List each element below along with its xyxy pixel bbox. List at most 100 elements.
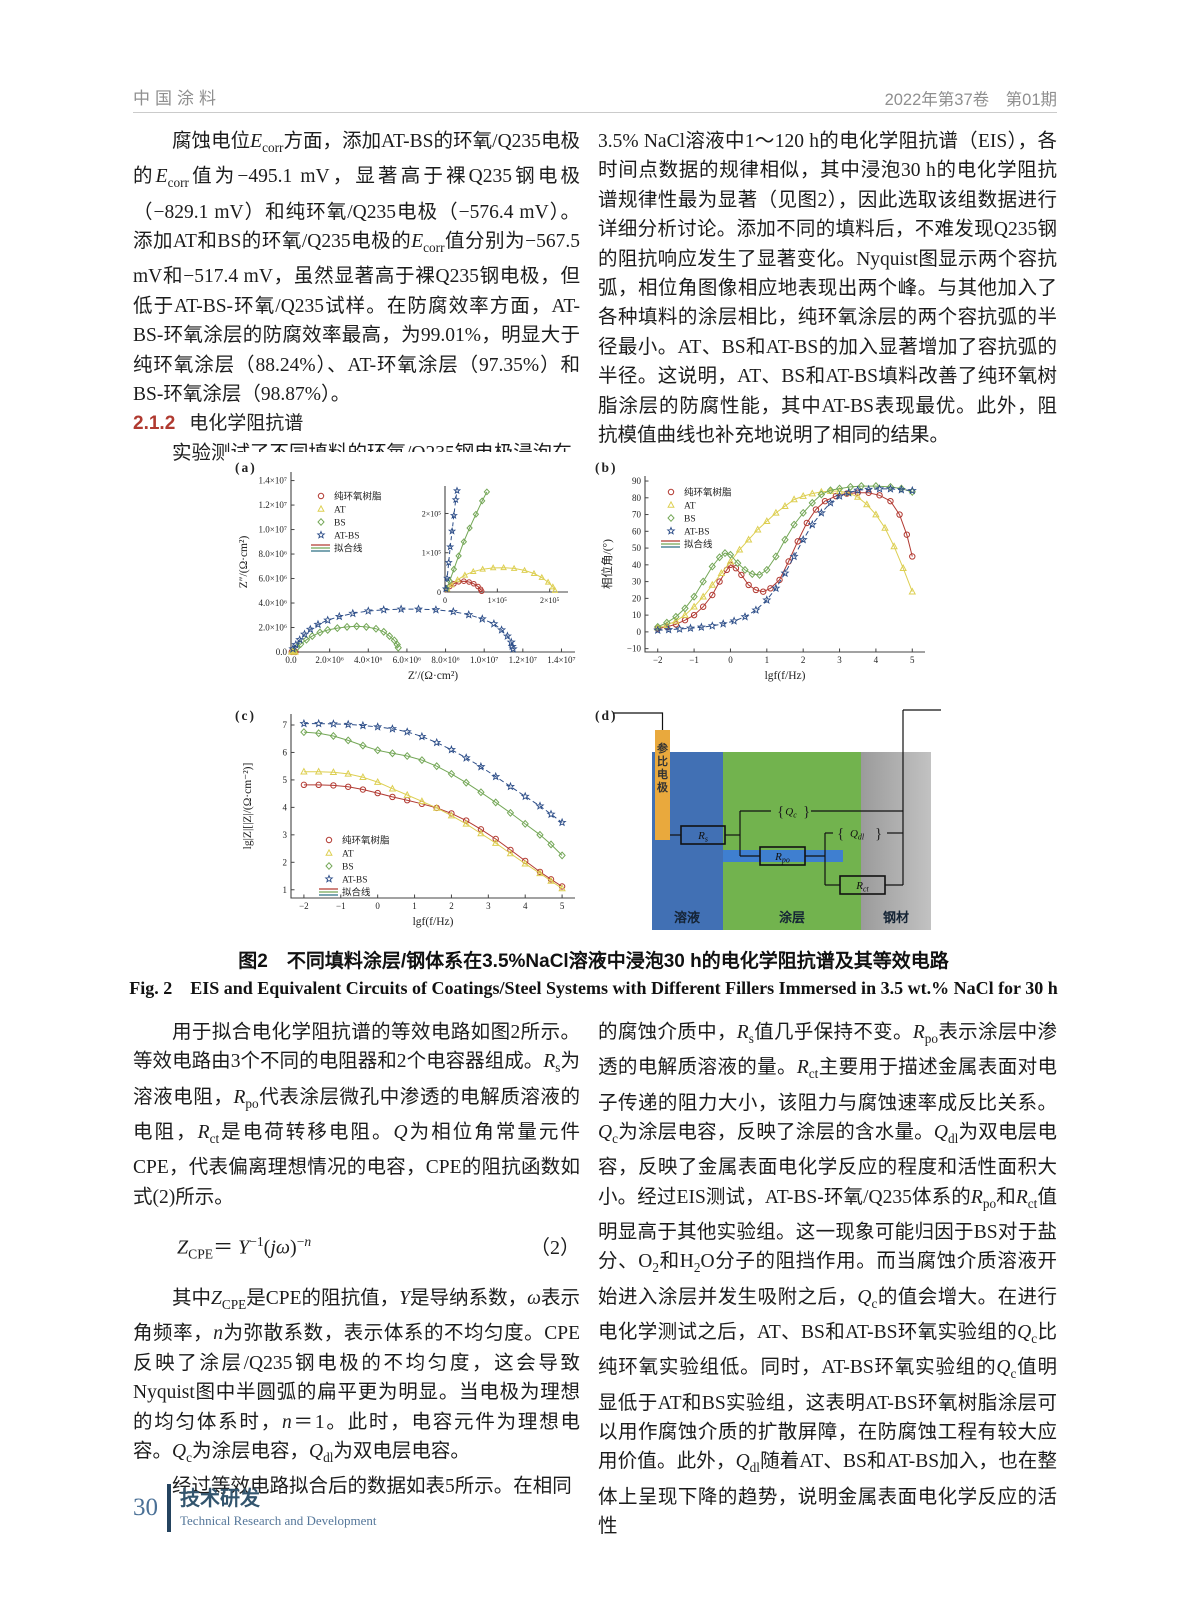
svg-text:0.0: 0.0 [285,655,297,665]
svg-text:6: 6 [283,747,288,757]
svg-text:{: { [837,826,844,842]
svg-text:4.0×10⁶: 4.0×10⁶ [354,655,382,665]
svg-text:2×10⁵: 2×10⁵ [422,509,442,518]
paragraph: 3.5% NaCl溶液中1～120 h的电化学阻抗谱（EIS），各时间点数据的规… [598,131,1057,447]
svg-text:6.0×10⁶: 6.0×10⁶ [393,655,421,665]
svg-text:8.0×10⁶: 8.0×10⁶ [431,655,459,665]
paragraph: 的腐蚀介质中，Rs值几乎保持不变。Rpo表示涂层中渗透的电解质溶液的量。Rct主… [598,1022,1057,1538]
svg-text:2: 2 [283,857,288,867]
svg-text:8.0×10⁶: 8.0×10⁶ [259,549,287,559]
section-number: 2.1.2 [133,413,176,435]
svg-text:溶液: 溶液 [674,910,700,925]
section-title: 电化学阻抗谱 [189,413,304,435]
right-column-bottom: 的腐蚀介质中，Rs值几乎保持不变。Rpo表示涂层中渗透的电解质溶液的量。Rct主… [598,1018,1057,1542]
svg-text:AT-BS: AT-BS [684,528,710,538]
svg-text:2×10⁵: 2×10⁵ [540,596,560,605]
svg-text:4: 4 [523,901,528,911]
figure-caption-en: Fig. 2 EIS and Equivalent Circuits of Co… [129,978,1058,998]
svg-text:lgf(f/Hz): lgf(f/Hz) [765,670,806,682]
svg-text:钢材: 钢材 [883,910,909,925]
section-heading: 2.1.2 电化学阻抗谱 [133,409,580,438]
svg-text:Rs: Rs [697,830,708,844]
equation-2: ZCPE＝ Y−1(jω)−n （2） [177,1227,580,1269]
svg-text:4: 4 [283,802,288,812]
svg-text:拟合线: 拟合线 [342,887,371,899]
chart-phase-panel-b: (b)−2 −1 0 1 2 3 4 5−100102030405060708090lgf(f… [585,452,945,700]
svg-text:0: 0 [437,588,441,597]
svg-text:3: 3 [837,655,842,665]
page-footer: 30 技术研发 Technical Research and Developme… [133,1484,377,1532]
left-column-bottom: 用于拟合电化学阻抗谱的等效电路如图2所示。等效电路由3个不同的电阻器和2个电容器… [133,1018,580,1502]
svg-text:纯环氧树脂: 纯环氧树脂 [342,835,390,847]
svg-text:−2: −2 [653,655,663,665]
svg-text:(c): (c) [235,708,256,723]
paragraph: 用于拟合电化学阻抗谱的等效电路如图2所示。等效电路由3个不同的电阻器和2个电容器… [133,1022,580,1208]
svg-text:}: } [875,826,882,842]
svg-text:Z″/(Ω·cm²): Z″/(Ω·cm²) [238,536,250,589]
svg-text:1×10⁵: 1×10⁵ [488,596,508,605]
svg-text:AT: AT [342,850,354,860]
svg-text:AT: AT [334,506,346,516]
svg-text:1.4×10⁷: 1.4×10⁷ [259,476,287,486]
svg-text:10: 10 [632,610,642,620]
svg-text:7: 7 [283,720,288,730]
svg-text:4.0×10⁶: 4.0×10⁶ [259,598,287,608]
svg-text:60: 60 [632,526,642,536]
svg-text:}: } [803,804,810,820]
svg-text:参比电极: 参比电极 [657,741,669,794]
paragraph: 经过等效电路拟合后的数据如表5所示。在相同 [172,1476,572,1498]
svg-text:Z′/(Ω·cm²): Z′/(Ω·cm²) [408,670,458,682]
footer-section-en: Technical Research and Development [180,1512,377,1528]
svg-text:1.0×10⁷: 1.0×10⁷ [259,525,287,535]
chart-nyquist-panel-a: (a) 0.0 2.0×10⁶ 4.0×10⁶ 6.0×10⁶ 8.0×10⁶ 1.0×10… [225,452,585,700]
svg-text:AT: AT [684,502,696,512]
svg-text:5: 5 [283,775,288,785]
svg-text:0: 0 [728,655,733,665]
svg-text:0.0: 0.0 [276,647,288,657]
svg-text:BS: BS [684,515,696,525]
svg-text:6.0×10⁶: 6.0×10⁶ [259,574,287,584]
svg-text:40: 40 [632,560,642,570]
svg-text:70: 70 [632,510,642,520]
svg-text:纯环氧树脂: 纯环氧树脂 [334,491,382,503]
svg-text:1: 1 [412,901,417,911]
svg-text:2.0×10⁶: 2.0×10⁶ [315,655,343,665]
svg-text:lg|Z|[|Z|/(Ω·cm⁻²)]: lg|Z|[|Z|/(Ω·cm⁻²)] [242,763,254,850]
svg-text:1: 1 [283,885,288,895]
svg-text:拟合线: 拟合线 [684,539,713,551]
svg-text:AT-BS: AT-BS [334,532,360,542]
svg-text:BS: BS [334,519,346,529]
paragraph: 腐蚀电位Ecorr方面，添加AT-BS的环氧/Q235电极的Ecorr值为−49… [133,131,580,405]
svg-text:相位角/(°): 相位角/(°) [600,539,614,589]
svg-text:{: { [777,804,784,820]
svg-text:30: 30 [632,577,642,587]
svg-text:2: 2 [449,901,454,911]
svg-text:AT-BS: AT-BS [342,876,368,886]
svg-text:4: 4 [874,655,879,665]
equation-body: ZCPE＝ Y−1(jω)−n [177,1234,312,1262]
svg-text:拟合线: 拟合线 [334,543,363,555]
svg-text:lgf(f/Hz): lgf(f/Hz) [413,916,454,928]
svg-text:2.0×10⁶: 2.0×10⁶ [259,623,287,633]
header-rule [133,112,1057,113]
svg-text:2: 2 [801,655,806,665]
svg-text:5: 5 [910,655,915,665]
svg-text:50: 50 [632,543,642,553]
issue-info: 2022年第37卷 第01期 [884,91,1057,109]
left-column-top: 腐蚀电位Ecorr方面，添加AT-BS的环氧/Q235电极的Ecorr值为−49… [133,127,580,468]
svg-text:5: 5 [560,901,565,911]
svg-text:0: 0 [375,901,380,911]
svg-text:20: 20 [632,593,642,603]
svg-text:−1: −1 [689,655,699,665]
svg-text:3: 3 [486,901,491,911]
svg-text:1.0×10⁷: 1.0×10⁷ [470,655,498,665]
journal-title: 中国涂料 [133,89,221,108]
svg-text:(a): (a) [235,460,257,475]
figure-2: (a) 0.0 2.0×10⁶ 4.0×10⁶ 6.0×10⁶ 8.0×10⁶ 1.0×10… [225,452,945,948]
svg-text:3: 3 [283,830,288,840]
equation-number: （2） [530,1236,580,1259]
svg-text:−2: −2 [299,901,309,911]
svg-text:1×10⁵: 1×10⁵ [422,549,442,558]
svg-text:1.4×10⁷: 1.4×10⁷ [547,655,575,665]
